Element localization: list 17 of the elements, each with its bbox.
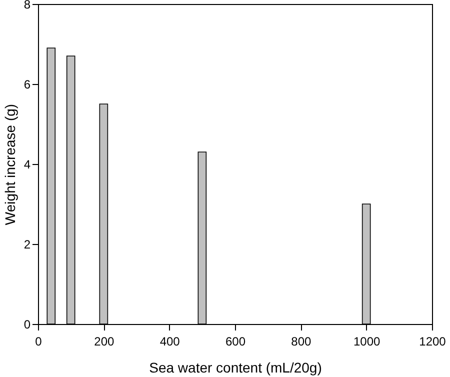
y-tick-label: 2	[24, 238, 31, 252]
x-tick-label: 1000	[353, 334, 381, 348]
y-tick-label: 6	[24, 78, 31, 92]
x-tick-label: 1200	[419, 334, 446, 348]
y-tick-label: 8	[24, 0, 31, 12]
x-tick-label: 800	[291, 334, 312, 348]
x-tick-label: 400	[160, 334, 180, 348]
x-axis-title: Sea water content (mL/20g)	[149, 360, 322, 376]
y-tick-label: 4	[24, 158, 31, 172]
x-tick-label: 0	[35, 334, 42, 348]
bar	[198, 152, 207, 324]
y-axis-title: Weight increase (g)	[2, 104, 18, 226]
bar	[46, 48, 56, 324]
bar	[66, 56, 76, 324]
x-tick-label: 200	[94, 334, 114, 348]
x-tick-label: 600	[225, 334, 246, 348]
y-tick-label: 0	[24, 318, 31, 332]
